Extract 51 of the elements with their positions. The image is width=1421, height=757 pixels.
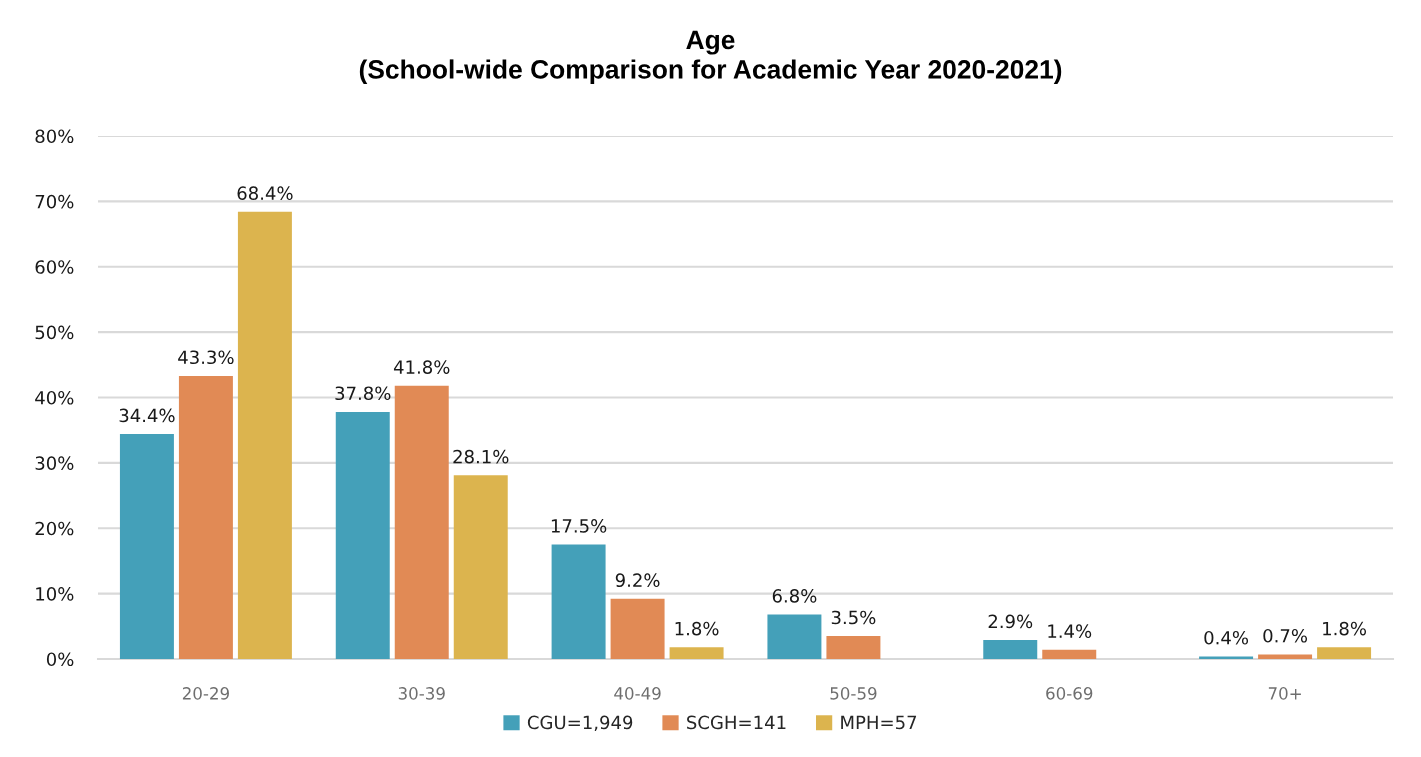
data-label: 1.4% — [1048, 624, 1092, 639]
bar — [551, 544, 606, 659]
x-tick-label: 70+ — [1268, 687, 1301, 700]
bar — [1042, 649, 1097, 659]
legend-label: SCGH=141 — [687, 715, 786, 730]
data-label: 17.5% — [551, 519, 607, 533]
bar — [767, 614, 822, 659]
y-tick-label: 60% — [35, 260, 74, 274]
data-label: 37.8% — [335, 386, 391, 401]
bar — [237, 211, 292, 659]
bar — [983, 640, 1038, 659]
chart-title: Age (School-wide Comparison for Academic Year 2020-2021) — [359, 30, 1062, 84]
bar — [826, 636, 881, 659]
legend-label: MPH=57 — [841, 715, 917, 730]
bar — [335, 411, 390, 659]
data-label: 34.4% — [119, 408, 175, 423]
bar — [1199, 656, 1254, 659]
y-tick-label: 30% — [35, 456, 74, 470]
bar — [1317, 647, 1372, 659]
bar — [610, 598, 665, 659]
x-tick-label: 50-59 — [830, 687, 877, 700]
data-label: 68.4% — [237, 186, 293, 200]
y-tick-label: 10% — [36, 587, 74, 601]
x-tick-label: 20-29 — [182, 687, 229, 700]
bar — [669, 647, 724, 659]
y-tick-label: 50% — [35, 325, 74, 340]
data-label: 0.4% — [1204, 630, 1249, 645]
data-label: 2.9% — [988, 614, 1033, 629]
y-tick-label: 0% — [46, 652, 74, 667]
data-label: 1.8% — [1323, 621, 1367, 636]
bar — [1258, 654, 1313, 659]
data-label: 9.2% — [615, 573, 660, 588]
data-label: 1.8% — [675, 621, 719, 636]
bar — [178, 375, 233, 659]
data-label: 43.3% — [178, 350, 234, 365]
y-tick-label: 20% — [35, 521, 74, 536]
y-tick-label: 80% — [35, 129, 74, 144]
y-tick-label: 40% — [35, 390, 74, 405]
bar — [119, 434, 174, 659]
bar — [394, 385, 449, 659]
x-tick-label: 60-69 — [1046, 687, 1093, 700]
data-label: 41.8% — [393, 360, 450, 374]
data-label: 6.8% — [772, 589, 817, 603]
legend-label: CGU=1,949 — [527, 715, 633, 732]
y-tick-label: 70% — [35, 194, 74, 209]
x-tick-label: 30-39 — [398, 687, 445, 700]
data-label: 28.1% — [453, 449, 509, 464]
data-label: 0.7% — [1263, 628, 1308, 643]
data-label: 3.5% — [831, 610, 876, 625]
bar — [453, 475, 508, 659]
x-tick-label: 40-49 — [614, 687, 661, 700]
